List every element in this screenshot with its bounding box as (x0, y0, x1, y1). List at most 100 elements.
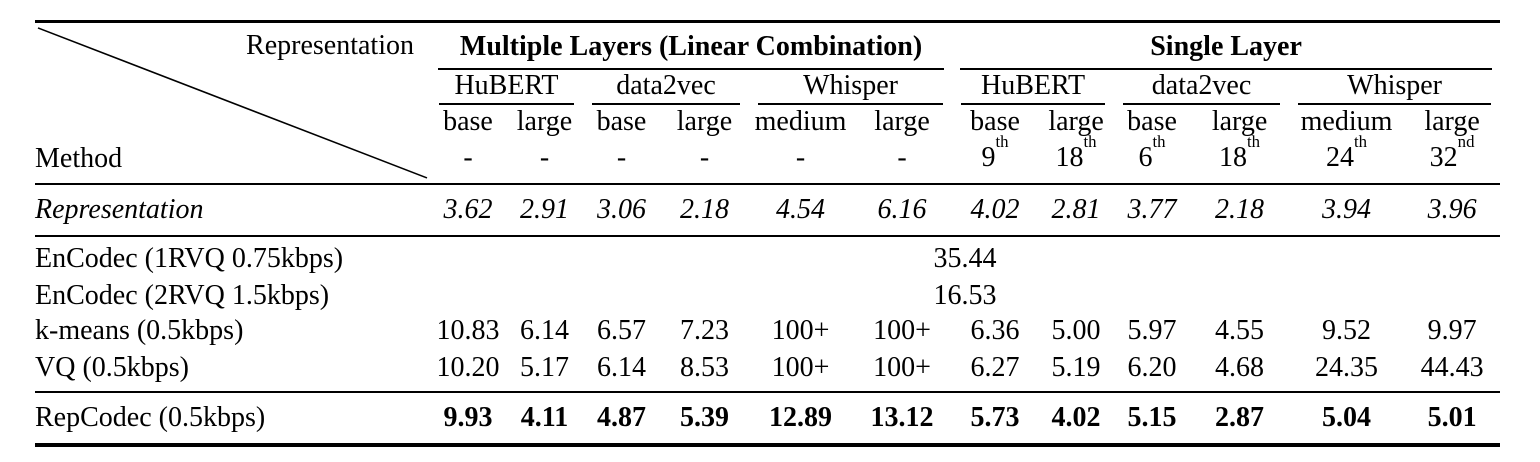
size-header: base (970, 105, 1020, 137)
data-cell: 2.81 (1038, 183, 1115, 237)
data-cell: 5.17 (506, 347, 583, 393)
row-label: EnCodec (1RVQ 0.75kbps) (35, 242, 344, 274)
data-cell: 4.68 (1190, 347, 1290, 393)
table-row-encodec-1rvq: EnCodec (1RVQ 0.75kbps) 35.44 (35, 236, 1500, 278)
data-cell: 3.77 (1114, 183, 1191, 237)
row-label: Representation (35, 183, 430, 237)
data-cell: 13.12 (870, 402, 934, 434)
data-cell: 2.87 (1215, 402, 1265, 434)
data-cell: 12.89 (769, 402, 832, 434)
group-label: Single Layer (960, 31, 1493, 70)
size-header: base (1127, 105, 1177, 137)
size-header: base (443, 105, 493, 137)
data-cell: 6.36 (970, 314, 1020, 346)
data-cell: 3.96 (1404, 183, 1501, 237)
layer-header: - (660, 137, 749, 185)
size-header: large (676, 105, 733, 137)
layer-header: 6th (1114, 133, 1191, 185)
table-row-repcodec: RepCodec (0.5kbps) 9.93 4.11 4.87 5.39 1… (35, 392, 1500, 445)
row-label: EnCodec (2RVQ 1.5kbps) (35, 279, 330, 311)
row-label: RepCodec (0.5kbps) (35, 402, 266, 434)
size-header: large (1211, 105, 1268, 137)
table-row-vq: VQ (0.5kbps) 10.20 5.17 6.14 8.53 100+ 1… (35, 347, 1501, 393)
row-label: k-means (0.5kbps) (35, 314, 244, 346)
data-cell: 100+ (852, 347, 953, 393)
results-table: Representation Method Multiple Layers (L… (35, 20, 1501, 447)
group-header-row: Representation Method Multiple Layers (L… (35, 21, 1500, 185)
corner-method-label: Method (35, 142, 123, 174)
data-cell: 5.15 (1127, 402, 1177, 434)
data-cell: 6.57 (597, 314, 646, 346)
size-header: base (596, 105, 647, 137)
layer-header: - (583, 137, 660, 185)
layer-header: - (506, 137, 583, 185)
model-label: data2vec (1123, 70, 1281, 105)
layer-header: - (749, 137, 852, 185)
layer-header: 18th (1038, 133, 1115, 185)
data-cell: 2.18 (660, 183, 749, 237)
corner-representation-label: Representation (246, 30, 414, 61)
data-cell: 3.62 (430, 183, 506, 237)
data-cell: 4.87 (597, 402, 646, 434)
model-header-row: HuBERT data2vec Whisper HuBERT data2vec … (35, 70, 1500, 105)
layer-header: 32nd (1404, 133, 1501, 185)
size-header: large (874, 105, 930, 137)
data-cell: 4.54 (749, 183, 852, 237)
data-cell: 44.43 (1404, 347, 1501, 393)
group-header-multiple-layers: Multiple Layers (Linear Combination) (430, 22, 952, 70)
layer-header-row: - - - - - - 9th 18th 6th 18th 24th 32nd (35, 133, 1501, 185)
model-label: HuBERT (439, 70, 574, 105)
data-cell: 2.91 (506, 183, 583, 237)
data-cell: 5.19 (1038, 347, 1115, 393)
data-cell: 10.20 (430, 347, 506, 393)
size-header: large (516, 105, 573, 137)
data-cell: 4.02 (952, 183, 1039, 237)
group-label: Multiple Layers (Linear Combination) (438, 31, 945, 70)
data-cell: 5.97 (1127, 314, 1177, 346)
layer-header: 24th (1289, 133, 1405, 185)
size-header: medium (754, 105, 847, 137)
model-header: Whisper (749, 70, 952, 105)
data-cell: 100+ (749, 347, 852, 393)
model-label: Whisper (1298, 70, 1492, 105)
data-cell: 4.55 (1215, 314, 1265, 346)
group-header-single-layer: Single Layer (952, 22, 1500, 70)
model-label: data2vec (592, 70, 740, 105)
corner-cell: Representation Method (35, 21, 430, 185)
layer-header: - (852, 137, 953, 185)
data-cell: 100+ (771, 314, 830, 346)
data-cell: 3.94 (1289, 183, 1405, 237)
data-cell: 6.16 (852, 183, 953, 237)
results-table-wrapper: Representation Method Multiple Layers (L… (35, 20, 1501, 447)
model-header: HuBERT (952, 70, 1114, 105)
data-cell: 24.35 (1289, 347, 1405, 393)
diagonal-divider-line (37, 27, 428, 179)
model-header: Whisper (1289, 70, 1500, 105)
data-cell: 3.06 (583, 183, 660, 237)
data-cell: 4.11 (520, 402, 569, 434)
data-cell: 100+ (873, 314, 931, 346)
data-cell: 10.83 (436, 314, 500, 346)
size-header: large (1424, 105, 1480, 137)
data-cell: 6.27 (952, 347, 1039, 393)
data-cell: 8.53 (660, 347, 749, 393)
data-cell-spanning: 35.44 (933, 242, 997, 274)
model-label: HuBERT (961, 70, 1106, 105)
data-cell: 9.97 (1427, 314, 1477, 346)
size-header-row: base large base large medium large base … (35, 105, 1500, 138)
data-cell: 6.14 (520, 314, 569, 346)
data-cell: 5.73 (970, 402, 1020, 434)
data-cell: 4.02 (1051, 402, 1101, 434)
row-label: VQ (0.5kbps) (35, 347, 430, 393)
model-label: Whisper (758, 70, 944, 105)
data-cell: 5.00 (1051, 314, 1101, 346)
table-row-kmeans: k-means (0.5kbps) 10.83 6.14 6.57 7.23 1… (35, 313, 1500, 348)
model-header: data2vec (583, 70, 749, 105)
data-cell: 6.20 (1114, 347, 1191, 393)
data-cell: 5.01 (1427, 402, 1477, 434)
data-cell: 5.39 (680, 402, 729, 434)
model-header: HuBERT (430, 70, 583, 105)
data-cell: 9.52 (1322, 314, 1372, 346)
data-cell-spanning: 16.53 (933, 279, 997, 311)
